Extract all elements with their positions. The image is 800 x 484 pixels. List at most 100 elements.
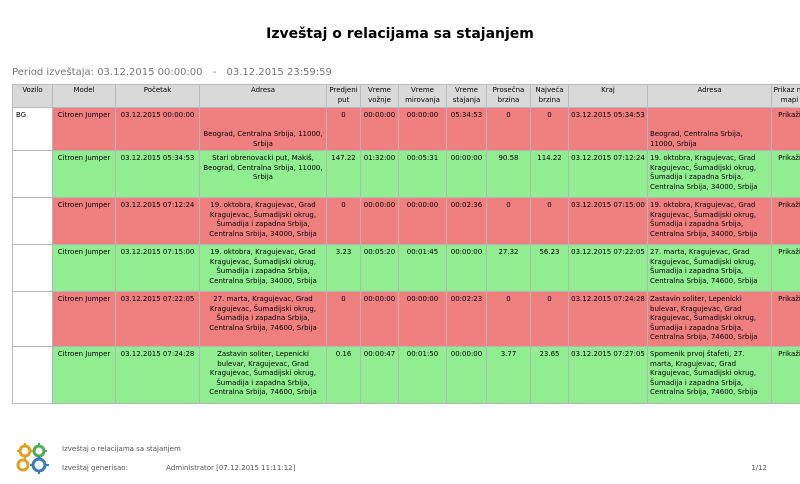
column-header: Adresa bbox=[199, 84, 327, 108]
vehicle-cell bbox=[12, 291, 53, 347]
distance-cell: 0 bbox=[326, 291, 361, 347]
start-time-cell: 03.12.2015 07:12:24 bbox=[115, 197, 200, 245]
max-speed-cell: 0 bbox=[530, 107, 569, 151]
idle-time-cell: 00:01:50 bbox=[398, 346, 447, 404]
drive-time-cell: 00:00:00 bbox=[360, 291, 399, 347]
show-on-map-link[interactable]: Prikaži bbox=[771, 197, 800, 245]
report-table: Vozilo Model Početak Adresa Predjeni put… bbox=[12, 84, 800, 404]
avg-speed-cell: 90.58 bbox=[486, 150, 531, 198]
footer-report-name: Izveštaj o relacijama sa stajanjem bbox=[62, 445, 181, 453]
end-address-cell: 27. marta, Kragujevac, Grad Kragujevac, … bbox=[647, 244, 772, 292]
column-header: Vozilo bbox=[12, 84, 53, 108]
column-header: Početak bbox=[115, 84, 200, 108]
distance-cell: 0.16 bbox=[326, 346, 361, 404]
start-address-cell: 19. oktobra, Kragujevac, Grad Kragujevac… bbox=[199, 197, 327, 245]
drive-time-cell: 01:32:00 bbox=[360, 150, 399, 198]
column-header: Vreme mirovanja bbox=[398, 84, 447, 108]
distance-cell: 147.22 bbox=[326, 150, 361, 198]
stop-time-cell: 05:34:53 bbox=[446, 107, 487, 151]
vehicle-cell: BG bbox=[12, 107, 53, 151]
period-to: 03.12.2015 23:59:59 bbox=[226, 67, 332, 78]
page-number: 1/12 bbox=[751, 464, 767, 472]
show-on-map-link[interactable]: Prikaži bbox=[771, 244, 800, 292]
period-separator: - bbox=[212, 67, 217, 78]
model-cell: Citroen Jumper bbox=[52, 197, 116, 245]
distance-cell: 3.23 bbox=[326, 244, 361, 292]
model-cell: Citroen Jumper bbox=[52, 150, 116, 198]
distance-cell: 0 bbox=[326, 107, 361, 151]
model-cell: Citroen Jumper bbox=[52, 244, 116, 292]
start-time-cell: 03.12.2015 07:22:05 bbox=[115, 291, 200, 347]
table-row: Citroen Jumper 03.12.2015 07:24:28 Zastavi… bbox=[12, 346, 800, 404]
column-header: Najveća brzina bbox=[530, 84, 569, 108]
drive-time-cell: 00:05:20 bbox=[360, 244, 399, 292]
vehicle-cell bbox=[12, 346, 53, 404]
model-cell: Citroen Jumper bbox=[52, 291, 116, 347]
drive-time-cell: 00:00:47 bbox=[360, 346, 399, 404]
end-time-cell: 03.12.2015 07:22:05 bbox=[568, 244, 648, 292]
table-row: BG Citroen Jumper 03.12.2015 00:00:00 Beog… bbox=[12, 107, 800, 151]
max-speed-cell: 56.23 bbox=[530, 244, 569, 292]
stop-time-cell: 00:00:00 bbox=[446, 346, 487, 404]
end-time-cell: 03.12.2015 05:34:53 bbox=[568, 107, 648, 151]
idle-time-cell: 00:01:45 bbox=[398, 244, 447, 292]
end-time-cell: 03.12.2015 07:24:28 bbox=[568, 291, 648, 347]
end-address-cell: 19. oktobra, Kragujevac, Grad Kragujevac… bbox=[647, 197, 772, 245]
vehicle-cell bbox=[12, 244, 53, 292]
column-header: Vreme stajanja bbox=[446, 84, 487, 108]
show-on-map-link[interactable]: Prikaži bbox=[771, 346, 800, 404]
drive-time-cell: 00:00:00 bbox=[360, 107, 399, 151]
column-header: Adresa bbox=[647, 84, 772, 108]
end-time-cell: 03.12.2015 07:12:24 bbox=[568, 150, 648, 198]
vehicle-cell bbox=[12, 150, 53, 198]
idle-time-cell: 00:00:00 bbox=[398, 107, 447, 151]
show-on-map-link[interactable]: Prikaži bbox=[771, 107, 800, 151]
idle-time-cell: 00:05:31 bbox=[398, 150, 447, 198]
start-address-cell: Zastavin soliter, Lepenicki bulevar, Kra… bbox=[199, 346, 327, 404]
report-title: Izveštaj o relacijama sa stajanjem bbox=[266, 26, 534, 42]
column-header: Vreme vožnje bbox=[360, 84, 399, 108]
distance-cell: 0 bbox=[326, 197, 361, 245]
column-header: Prosečna brzina bbox=[486, 84, 531, 108]
start-address-cell: Stari obrenovacki put, Makiš, Beograd, C… bbox=[199, 150, 327, 198]
footer-generated: Izveštaj generisao: Administrator [07.12… bbox=[62, 464, 295, 472]
idle-time-cell: 00:00:00 bbox=[398, 291, 447, 347]
max-speed-cell: 0 bbox=[530, 291, 569, 347]
max-speed-cell: 114.22 bbox=[530, 150, 569, 198]
table-row: Citroen Jumper 03.12.2015 07:15:00 19. okt… bbox=[12, 244, 800, 292]
end-address-cell: Spomenik prvoj štafeti, 27. marta, Kragu… bbox=[647, 346, 772, 404]
footer-generated-label: Izveštaj generisao: bbox=[62, 464, 128, 472]
start-time-cell: 03.12.2015 05:34:53 bbox=[115, 150, 200, 198]
stop-time-cell: 00:02:36 bbox=[446, 197, 487, 245]
show-on-map-link[interactable]: Prikaži bbox=[771, 291, 800, 347]
period-label: Period izveštaja: bbox=[12, 67, 94, 78]
end-time-cell: 03.12.2015 07:15:00 bbox=[568, 197, 648, 245]
table-row: Citroen Jumper 03.12.2015 05:34:53 Stari o… bbox=[12, 150, 800, 198]
column-header: Predjeni put bbox=[326, 84, 361, 108]
vehicle-cell bbox=[12, 197, 53, 245]
drive-time-cell: 00:00:00 bbox=[360, 197, 399, 245]
footer-user: Administrator bbox=[166, 464, 214, 472]
gears-logo-icon bbox=[16, 443, 49, 474]
end-address-cell: Zastavin soliter, Lepenicki bulevar, Kra… bbox=[647, 291, 772, 347]
start-address-cell: 27. marta, Kragujevac, Grad Kragujevac, … bbox=[199, 291, 327, 347]
model-cell: Citroen Jumper bbox=[52, 346, 116, 404]
report-period: Period izveštaja: 03.12.2015 00:00:00 - … bbox=[12, 67, 332, 78]
start-address-cell: Beograd, Centralna Srbija, 11000, Srbija bbox=[199, 107, 327, 151]
start-address-cell: 19. oktobra, Kragujevac, Grad Kragujevac… bbox=[199, 244, 327, 292]
stop-time-cell: 00:00:00 bbox=[446, 244, 487, 292]
table-header-row: Vozilo Model Početak Adresa Predjeni put… bbox=[12, 84, 800, 108]
max-speed-cell: 0 bbox=[530, 197, 569, 245]
avg-speed-cell: 0 bbox=[486, 197, 531, 245]
table-body: BG Citroen Jumper 03.12.2015 00:00:00 Beog… bbox=[12, 107, 800, 404]
table-row: Citroen Jumper 03.12.2015 07:12:24 19. okt… bbox=[12, 197, 800, 245]
end-address-cell: Beograd, Centralna Srbija, 11000, Srbija bbox=[647, 107, 772, 151]
avg-speed-cell: 0 bbox=[486, 291, 531, 347]
start-time-cell: 03.12.2015 00:00:00 bbox=[115, 107, 200, 151]
stop-time-cell: 00:02:23 bbox=[446, 291, 487, 347]
max-speed-cell: 23.65 bbox=[530, 346, 569, 404]
show-on-map-link[interactable]: Prikaži bbox=[771, 150, 800, 198]
avg-speed-cell: 27.32 bbox=[486, 244, 531, 292]
column-header: Kraj bbox=[568, 84, 648, 108]
avg-speed-cell: 3.77 bbox=[486, 346, 531, 404]
